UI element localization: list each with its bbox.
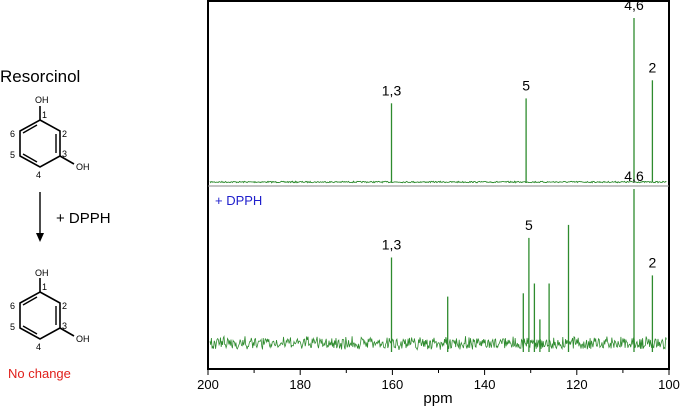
peak-label: 2 (649, 59, 657, 75)
x-tick-label: 160 (382, 377, 404, 392)
atom-number: 1 (42, 282, 47, 292)
spectrum-baseline (209, 334, 667, 351)
atom-number: 2 (62, 301, 67, 311)
x-tick-label: 120 (566, 377, 588, 392)
benzene-ring (19, 119, 61, 168)
atom-number: 6 (10, 301, 15, 311)
atom-number: 2 (62, 129, 67, 139)
atom-number: 5 (10, 150, 15, 160)
atom-number: 6 (10, 129, 15, 139)
atom-number: 3 (62, 149, 67, 159)
result-label: No change (8, 366, 71, 381)
hydroxyl-label: OH (76, 334, 90, 344)
atom-number: 3 (62, 321, 67, 331)
x-axis: 200 180 160 140 120 100 (197, 369, 680, 392)
benzene-ring (19, 291, 61, 340)
atom-number: 5 (10, 322, 15, 332)
peak-label: 4,6 (624, 168, 644, 184)
x-axis-label: ppm (423, 390, 452, 407)
nmr-spectra-chart: 1,3 5 4,6 2 1,3 5 4,6 2 200 180 160 140 120 100 + DP… (197, 0, 680, 407)
x-tick-label: 140 (474, 377, 496, 392)
resorcinol-structure-top: OH OH 1 2 3 4 5 6 (10, 95, 90, 180)
x-tick-label: 100 (658, 377, 680, 392)
reaction-scheme: Resorcinol OH OH 1 2 3 4 5 6 + DPPH OH O… (0, 67, 111, 381)
resorcinol-structure-bottom: OH OH 1 2 3 4 5 6 (10, 268, 90, 352)
peak-label: 1,3 (382, 237, 402, 253)
spectra-traces (209, 18, 667, 352)
hydroxyl-label: OH (35, 268, 49, 278)
peak-label: 4,6 (624, 0, 644, 13)
plot-frame (207, 0, 670, 370)
atom-number: 4 (36, 170, 41, 180)
peak-label: 5 (525, 217, 533, 233)
atom-number: 4 (36, 342, 41, 352)
spectrum-baseline (209, 180, 667, 184)
dpph-panel-label: + DPPH (215, 193, 262, 208)
reagent-label: + DPPH (56, 210, 111, 227)
atom-number: 1 (42, 110, 47, 120)
peak-label: 2 (649, 254, 657, 270)
x-tick-label: 180 (289, 377, 311, 392)
peak-label: 5 (522, 77, 530, 93)
x-tick-label: 200 (197, 377, 219, 392)
compound-name: Resorcinol (0, 67, 80, 86)
hydroxyl-label: OH (76, 162, 90, 172)
hydroxyl-label: OH (35, 95, 49, 105)
peak-labels: 1,3 5 4,6 2 1,3 5 4,6 2 (382, 0, 657, 270)
arrow-head (36, 233, 44, 242)
peak-label: 1,3 (382, 82, 402, 98)
